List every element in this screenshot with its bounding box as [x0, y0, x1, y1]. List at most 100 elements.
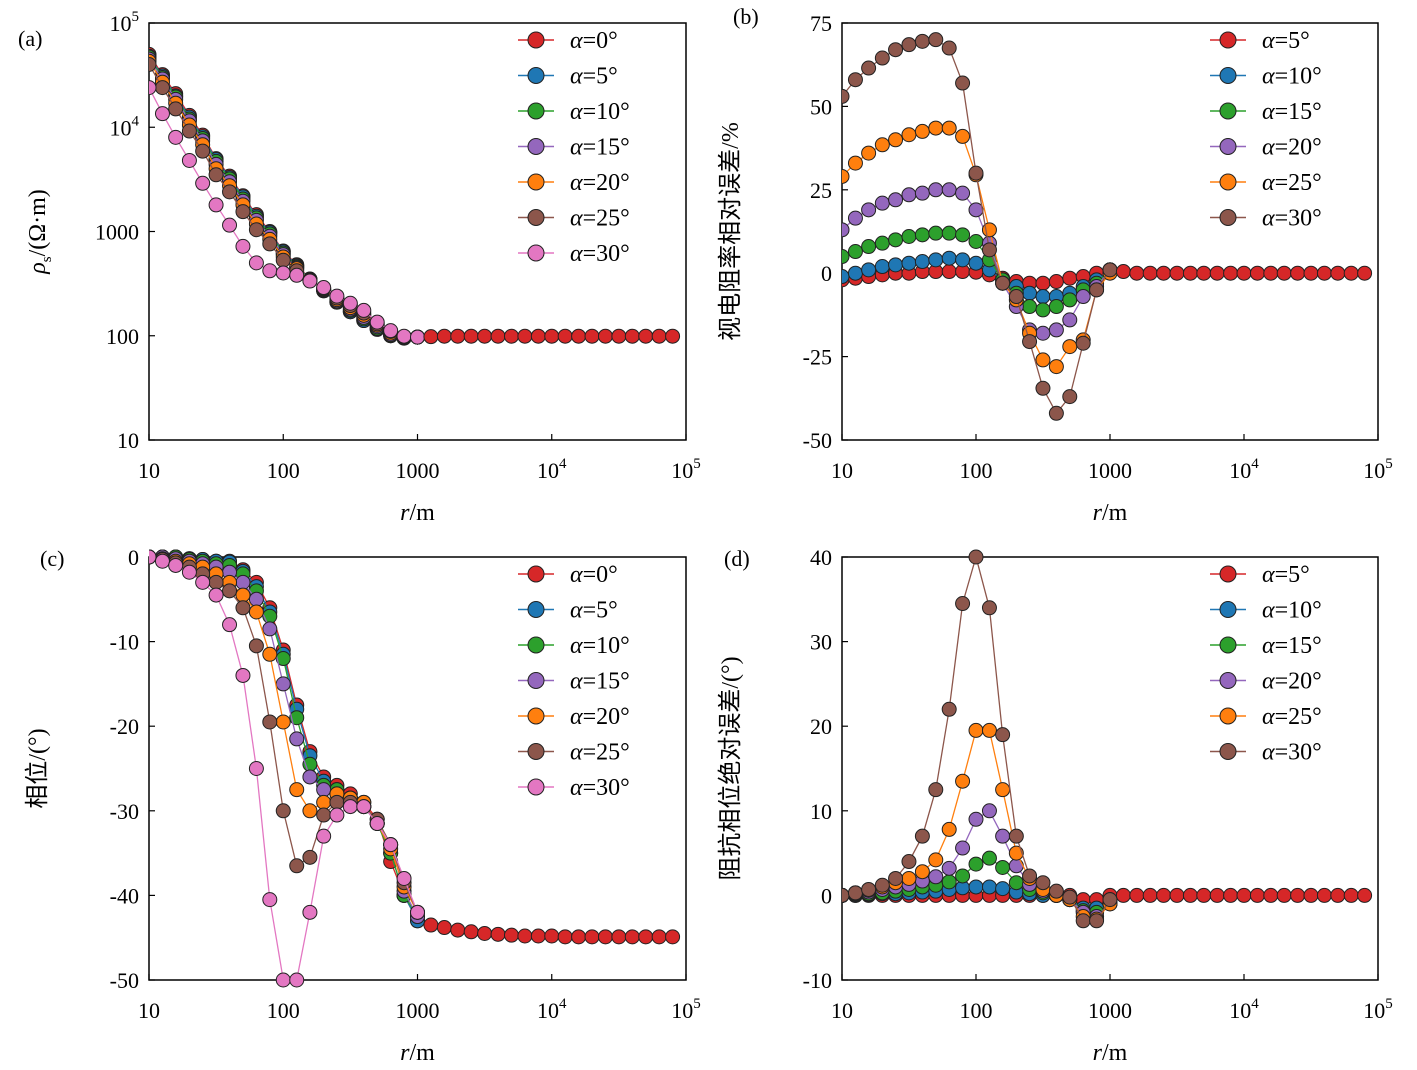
data-point	[517, 328, 533, 344]
y-tick-label: 0	[821, 883, 832, 908]
legend-marker	[527, 173, 545, 191]
data-point	[477, 925, 493, 941]
legend-marker	[527, 707, 545, 725]
data-point	[1343, 887, 1359, 903]
y-axis-label: 视电阻率相对误差/%	[717, 122, 744, 341]
legend: α=5° α=10° α=15° α=20° α=25° α=30°	[1210, 28, 1322, 232]
legend-marker	[1219, 67, 1237, 84]
legend-label: α=15°	[570, 669, 630, 695]
data-point	[275, 651, 291, 667]
legend-label: α=25°	[1262, 704, 1322, 730]
data-point	[941, 120, 957, 136]
data-point	[1357, 265, 1373, 281]
legend-marker	[527, 209, 545, 226]
data-point	[329, 288, 345, 304]
data-point	[356, 799, 372, 815]
data-point	[235, 238, 251, 254]
data-point	[928, 252, 944, 268]
data-point	[1236, 887, 1252, 903]
data-point	[584, 328, 600, 344]
data-point	[1022, 299, 1038, 315]
data-point	[248, 761, 264, 776]
data-point	[450, 328, 466, 344]
data-point	[968, 811, 984, 827]
data-point	[1209, 265, 1225, 281]
data-point	[842, 222, 850, 238]
y-tick-label: 30	[810, 630, 832, 655]
y-tick-label: 10	[810, 799, 832, 824]
data-point	[329, 794, 345, 810]
x-axis-label: r/m	[1093, 500, 1128, 526]
data-point	[1343, 265, 1359, 281]
data-point	[396, 328, 412, 344]
data-point	[1022, 334, 1038, 350]
data-point	[1182, 265, 1198, 281]
data-point	[1035, 380, 1051, 396]
legend-marker	[1219, 707, 1237, 725]
data-point	[1303, 887, 1319, 903]
legend-marker	[1219, 138, 1237, 155]
data-point	[1102, 262, 1118, 278]
data-point	[981, 879, 997, 895]
series-line	[149, 60, 418, 338]
series-line	[149, 556, 419, 981]
data-point	[941, 40, 957, 56]
data-point	[928, 182, 944, 198]
legend-label: α=30°	[570, 775, 630, 801]
series-line	[149, 64, 418, 338]
data-point	[275, 972, 291, 988]
data-point	[1249, 887, 1265, 903]
x-tick-label: 104	[537, 456, 567, 483]
legend-label: α=25°	[570, 740, 630, 766]
data-point	[383, 837, 399, 853]
data-point	[149, 80, 157, 96]
data-point	[941, 264, 957, 280]
legend-marker	[527, 601, 545, 618]
legend-label: α=20°	[570, 704, 630, 730]
data-point	[874, 259, 890, 275]
data-point	[847, 244, 863, 260]
data-point	[222, 217, 238, 233]
data-point	[1062, 339, 1078, 355]
data-point	[1008, 875, 1024, 891]
data-point	[914, 227, 930, 243]
data-point	[168, 101, 184, 117]
data-point	[490, 926, 506, 942]
x-tick-label: 105	[1363, 456, 1393, 483]
y-tick-label: -50	[803, 428, 832, 453]
data-point	[302, 803, 318, 819]
data-point	[544, 928, 560, 944]
data-point	[262, 263, 278, 279]
data-point	[248, 591, 264, 607]
data-point	[901, 870, 917, 886]
x-tick-label: 100	[267, 998, 300, 1023]
data-point	[842, 887, 850, 903]
data-point	[995, 828, 1011, 844]
data-point	[316, 828, 332, 844]
data-point	[289, 972, 305, 988]
data-point	[914, 254, 930, 270]
data-point	[941, 250, 957, 266]
x-tick-label: 104	[537, 996, 567, 1023]
x-tick-label: 1000	[1088, 458, 1132, 483]
data-point	[1169, 887, 1185, 903]
data-point	[638, 929, 654, 945]
data-point	[847, 265, 863, 281]
data-point	[901, 37, 917, 53]
y-tick-label: -30	[110, 799, 139, 824]
data-point	[1048, 359, 1064, 375]
data-point	[995, 881, 1011, 897]
data-point	[968, 879, 984, 895]
data-point	[995, 859, 1011, 875]
data-point	[651, 929, 667, 945]
data-point	[955, 773, 971, 789]
data-point	[597, 328, 613, 344]
data-point	[955, 596, 971, 612]
plot-area	[149, 46, 681, 346]
data-point	[517, 928, 533, 944]
data-point	[665, 328, 681, 344]
panel-label: (c)	[40, 546, 64, 571]
data-point	[235, 587, 251, 603]
data-point	[928, 120, 944, 136]
series-line	[149, 556, 419, 913]
